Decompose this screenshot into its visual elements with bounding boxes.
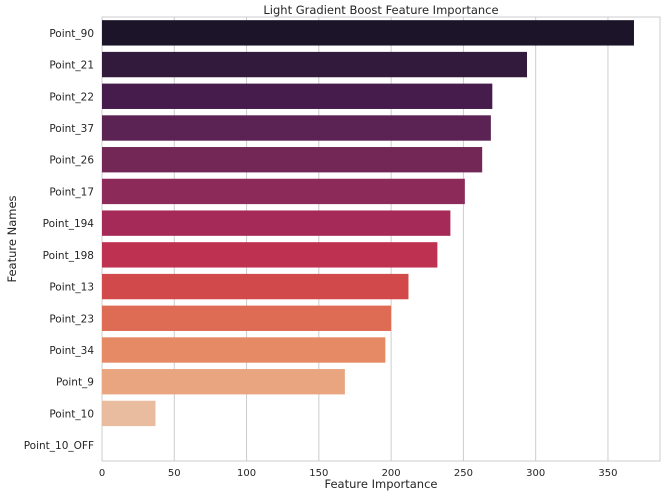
y-tick-label: Point_26: [49, 155, 94, 167]
y-tick-label: Point_37: [49, 123, 94, 135]
x-tick-label: 200: [382, 468, 401, 479]
y-tick-label: Point_17: [49, 186, 94, 198]
x-axis-label: Feature Importance: [324, 477, 437, 491]
bar-point-34: [102, 337, 386, 363]
x-tick-label: 100: [237, 468, 256, 479]
y-tick-label: Point_23: [49, 313, 94, 325]
bar-point-194: [102, 210, 451, 236]
bar-point-13: [102, 273, 409, 300]
x-tick-label: 150: [309, 468, 328, 479]
bar-point-9: [102, 369, 345, 395]
y-tick-label: Point_194: [43, 218, 95, 230]
y-tick-label: Point_34: [49, 345, 94, 357]
bar-point-10: [102, 400, 156, 427]
bar-point-21: [102, 51, 528, 78]
y-tick-label: Point_21: [49, 60, 94, 72]
y-tick-label: Point_10_OFF: [24, 440, 94, 452]
bar-point-37: [102, 115, 491, 141]
chart-title: Light Gradient Boost Feature Importance: [263, 3, 498, 17]
y-tick-label: Point_10: [49, 408, 94, 420]
y-tick-label: Point_198: [43, 250, 94, 262]
y-tick-label: Point_22: [49, 91, 94, 103]
x-tick-label: 350: [598, 468, 617, 479]
y-axis-label: Feature Names: [5, 195, 19, 282]
bar-point-22: [102, 83, 493, 109]
bar-point-90: [102, 20, 634, 46]
bar-point-23: [102, 305, 392, 331]
bar-point-26: [102, 147, 483, 173]
x-tick-label: 300: [526, 468, 545, 479]
x-tick-label: 250: [454, 468, 473, 479]
y-tick-label: Point_13: [49, 282, 94, 294]
y-tick-label: Point_90: [49, 28, 94, 40]
x-tick-label: 50: [168, 468, 181, 479]
y-tick-labels: Point_90 Point_21 Point_22 Point_37 Point_26…: [24, 28, 95, 452]
y-tick-label: Point_9: [56, 377, 94, 389]
x-tick-labels: 0 50 100 150 200 250 300 350: [99, 468, 618, 479]
bars: [102, 20, 634, 427]
bar-point-17: [102, 178, 465, 205]
x-tick-label: 0: [99, 468, 105, 479]
bar-point-198: [102, 242, 438, 268]
